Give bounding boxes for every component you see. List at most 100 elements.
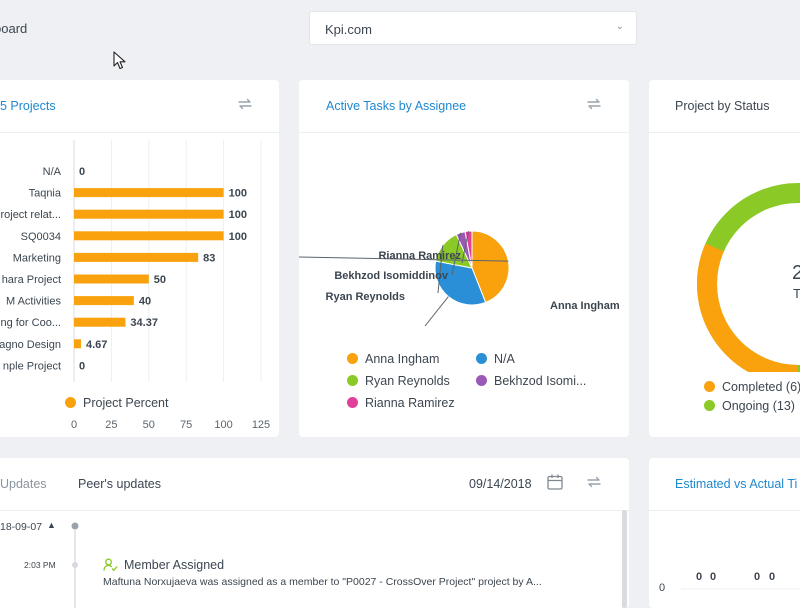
feed-date: 18-09-07 <box>0 521 43 533</box>
category-label: hara Project <box>2 274 61 286</box>
legend-dot <box>65 397 76 408</box>
bar <box>74 252 199 262</box>
donut-center-value: 2 <box>792 262 800 284</box>
pie-leader-line <box>424 296 449 327</box>
gridlines <box>681 588 800 590</box>
top-bar: board Kpi.com ⌄ <box>0 0 800 72</box>
pie-label: Ryan Reynolds <box>326 291 405 303</box>
chevron-down-icon: ⌄ <box>615 21 624 32</box>
value-label: 50 <box>154 274 166 286</box>
mouse-cursor-icon <box>113 51 126 70</box>
calendar-icon[interactable] <box>546 473 564 491</box>
feed-title: Member Assigned <box>124 558 225 572</box>
card-title: Project by Status <box>675 99 770 113</box>
legend-label: N/A <box>494 352 515 366</box>
timeline <box>71 522 79 608</box>
bar-legend[interactable]: Project Percent <box>65 396 168 410</box>
estimated-vs-actual-card: Estimated vs Actual Ti 0 0 0 0 0 <box>649 458 800 608</box>
legend-dot <box>704 400 715 411</box>
x-tick-label: 0 <box>71 419 77 431</box>
legend-item[interactable]: Anna Ingham <box>347 352 439 366</box>
pie-label: Rianna Ramirez <box>378 250 461 262</box>
donut-chart: 2 T <box>697 183 800 372</box>
bar-value-label: 0 <box>769 571 776 583</box>
tab-updates[interactable]: Updates <box>0 477 47 491</box>
pie-label: Bekhzod Isomiddinov <box>334 270 449 282</box>
scrollbar[interactable] <box>622 510 627 608</box>
member-assigned-icon <box>103 558 118 572</box>
legend-dot <box>476 353 487 364</box>
value-label: 34.37 <box>130 317 158 329</box>
value-label: 4.67 <box>86 339 107 351</box>
card-header: Estimated vs Actual Ti <box>649 458 800 511</box>
value-label: 83 <box>203 252 215 264</box>
feed-time: 2:03 PM <box>24 560 56 570</box>
legend-dot <box>347 375 358 386</box>
projects-card: 5 Projects 0 25 50 75 100 125 N/A 0 Taqnia 100 roj… <box>0 80 279 437</box>
legend-ongoing[interactable]: Ongoing (13) <box>704 399 795 413</box>
category-label: agno Design <box>0 339 61 351</box>
legend-dot <box>476 375 487 386</box>
pie-leader-line <box>451 232 462 276</box>
active-tasks-card: Active Tasks by Assignee Anna Ingham N/A R… <box>299 80 629 437</box>
category-label: Taqnia <box>29 188 62 200</box>
legend-item[interactable]: Ryan Reynolds <box>347 374 450 388</box>
feed-text: Maftuna Norxujaeva was assigned as a mem… <box>103 576 542 588</box>
bar-value-label: 0 <box>710 571 717 583</box>
legend-label: Bekhzod Isomi... <box>494 374 587 388</box>
x-tick-label: 125 <box>252 419 270 431</box>
refresh-icon[interactable] <box>236 95 254 113</box>
value-label: 100 <box>229 188 247 200</box>
bar <box>74 231 224 241</box>
donut-center-label: T <box>793 286 800 301</box>
legend-dot <box>347 353 358 364</box>
pie-leader-line <box>461 231 470 264</box>
value-label: 0 <box>79 360 85 372</box>
pie-leader-line <box>437 245 444 294</box>
legend-item[interactable]: N/A <box>476 352 515 366</box>
legend-label: Rianna Ramirez <box>365 396 455 410</box>
x-tick-label: 50 <box>143 419 155 431</box>
card-header: Project by Status <box>649 80 800 133</box>
refresh-icon[interactable] <box>585 95 603 113</box>
date-filter[interactable]: 09/14/2018 <box>469 477 532 491</box>
value-label: 100 <box>229 209 247 221</box>
bar <box>74 296 134 306</box>
legend-item[interactable]: Bekhzod Isomi... <box>476 374 586 388</box>
legend-dot <box>347 397 358 408</box>
x-tick-label: 25 <box>105 419 117 431</box>
value-label: 40 <box>139 296 151 308</box>
category-label: roject relat... <box>0 209 61 221</box>
project-select-value: Kpi.com <box>325 22 372 37</box>
legend-label: Anna Ingham <box>365 352 440 366</box>
value-label: 0 <box>79 166 85 178</box>
card-header: Active Tasks by Assignee <box>299 80 629 133</box>
pie-label: Anna Ingham <box>550 300 620 312</box>
donut-ring-completed <box>697 243 799 372</box>
bar <box>74 339 81 349</box>
bar-chart: 0 25 50 75 100 125 N/A 0 Taqnia 100 roject relat..… <box>0 140 270 431</box>
category-label: ng for Coo... <box>0 317 61 329</box>
card-header: Updates Peer's updates 09/14/2018 <box>0 458 629 511</box>
bar-value-label: 0 <box>696 571 703 583</box>
y-axis-zero: 0 <box>659 582 666 594</box>
collapse-icon[interactable]: ▲ <box>47 520 56 530</box>
category-label: Marketing <box>13 252 61 264</box>
x-tick-label: 100 <box>214 419 232 431</box>
x-tick-label: 75 <box>180 419 192 431</box>
project-select[interactable]: Kpi.com ⌄ <box>309 11 637 45</box>
card-header: 5 Projects <box>0 80 279 133</box>
card-title: 5 Projects <box>0 99 56 113</box>
tab-peers-updates[interactable]: Peer's updates <box>78 477 161 491</box>
legend-label: Ryan Reynolds <box>365 374 450 388</box>
category-label: N/A <box>43 166 62 178</box>
updates-card: Updates Peer's updates 09/14/2018 18-09-… <box>0 458 629 608</box>
project-status-card: Project by Status 2 T Completed (6) Ongo… <box>649 80 800 437</box>
legend-completed[interactable]: Completed (6) <box>704 380 800 394</box>
category-label: M Activities <box>6 296 62 308</box>
refresh-icon[interactable] <box>585 473 603 491</box>
value-label: 100 <box>229 231 247 243</box>
bar <box>74 188 224 198</box>
legend-item[interactable]: Rianna Ramirez <box>347 396 455 410</box>
breadcrumb[interactable]: board <box>0 21 28 36</box>
